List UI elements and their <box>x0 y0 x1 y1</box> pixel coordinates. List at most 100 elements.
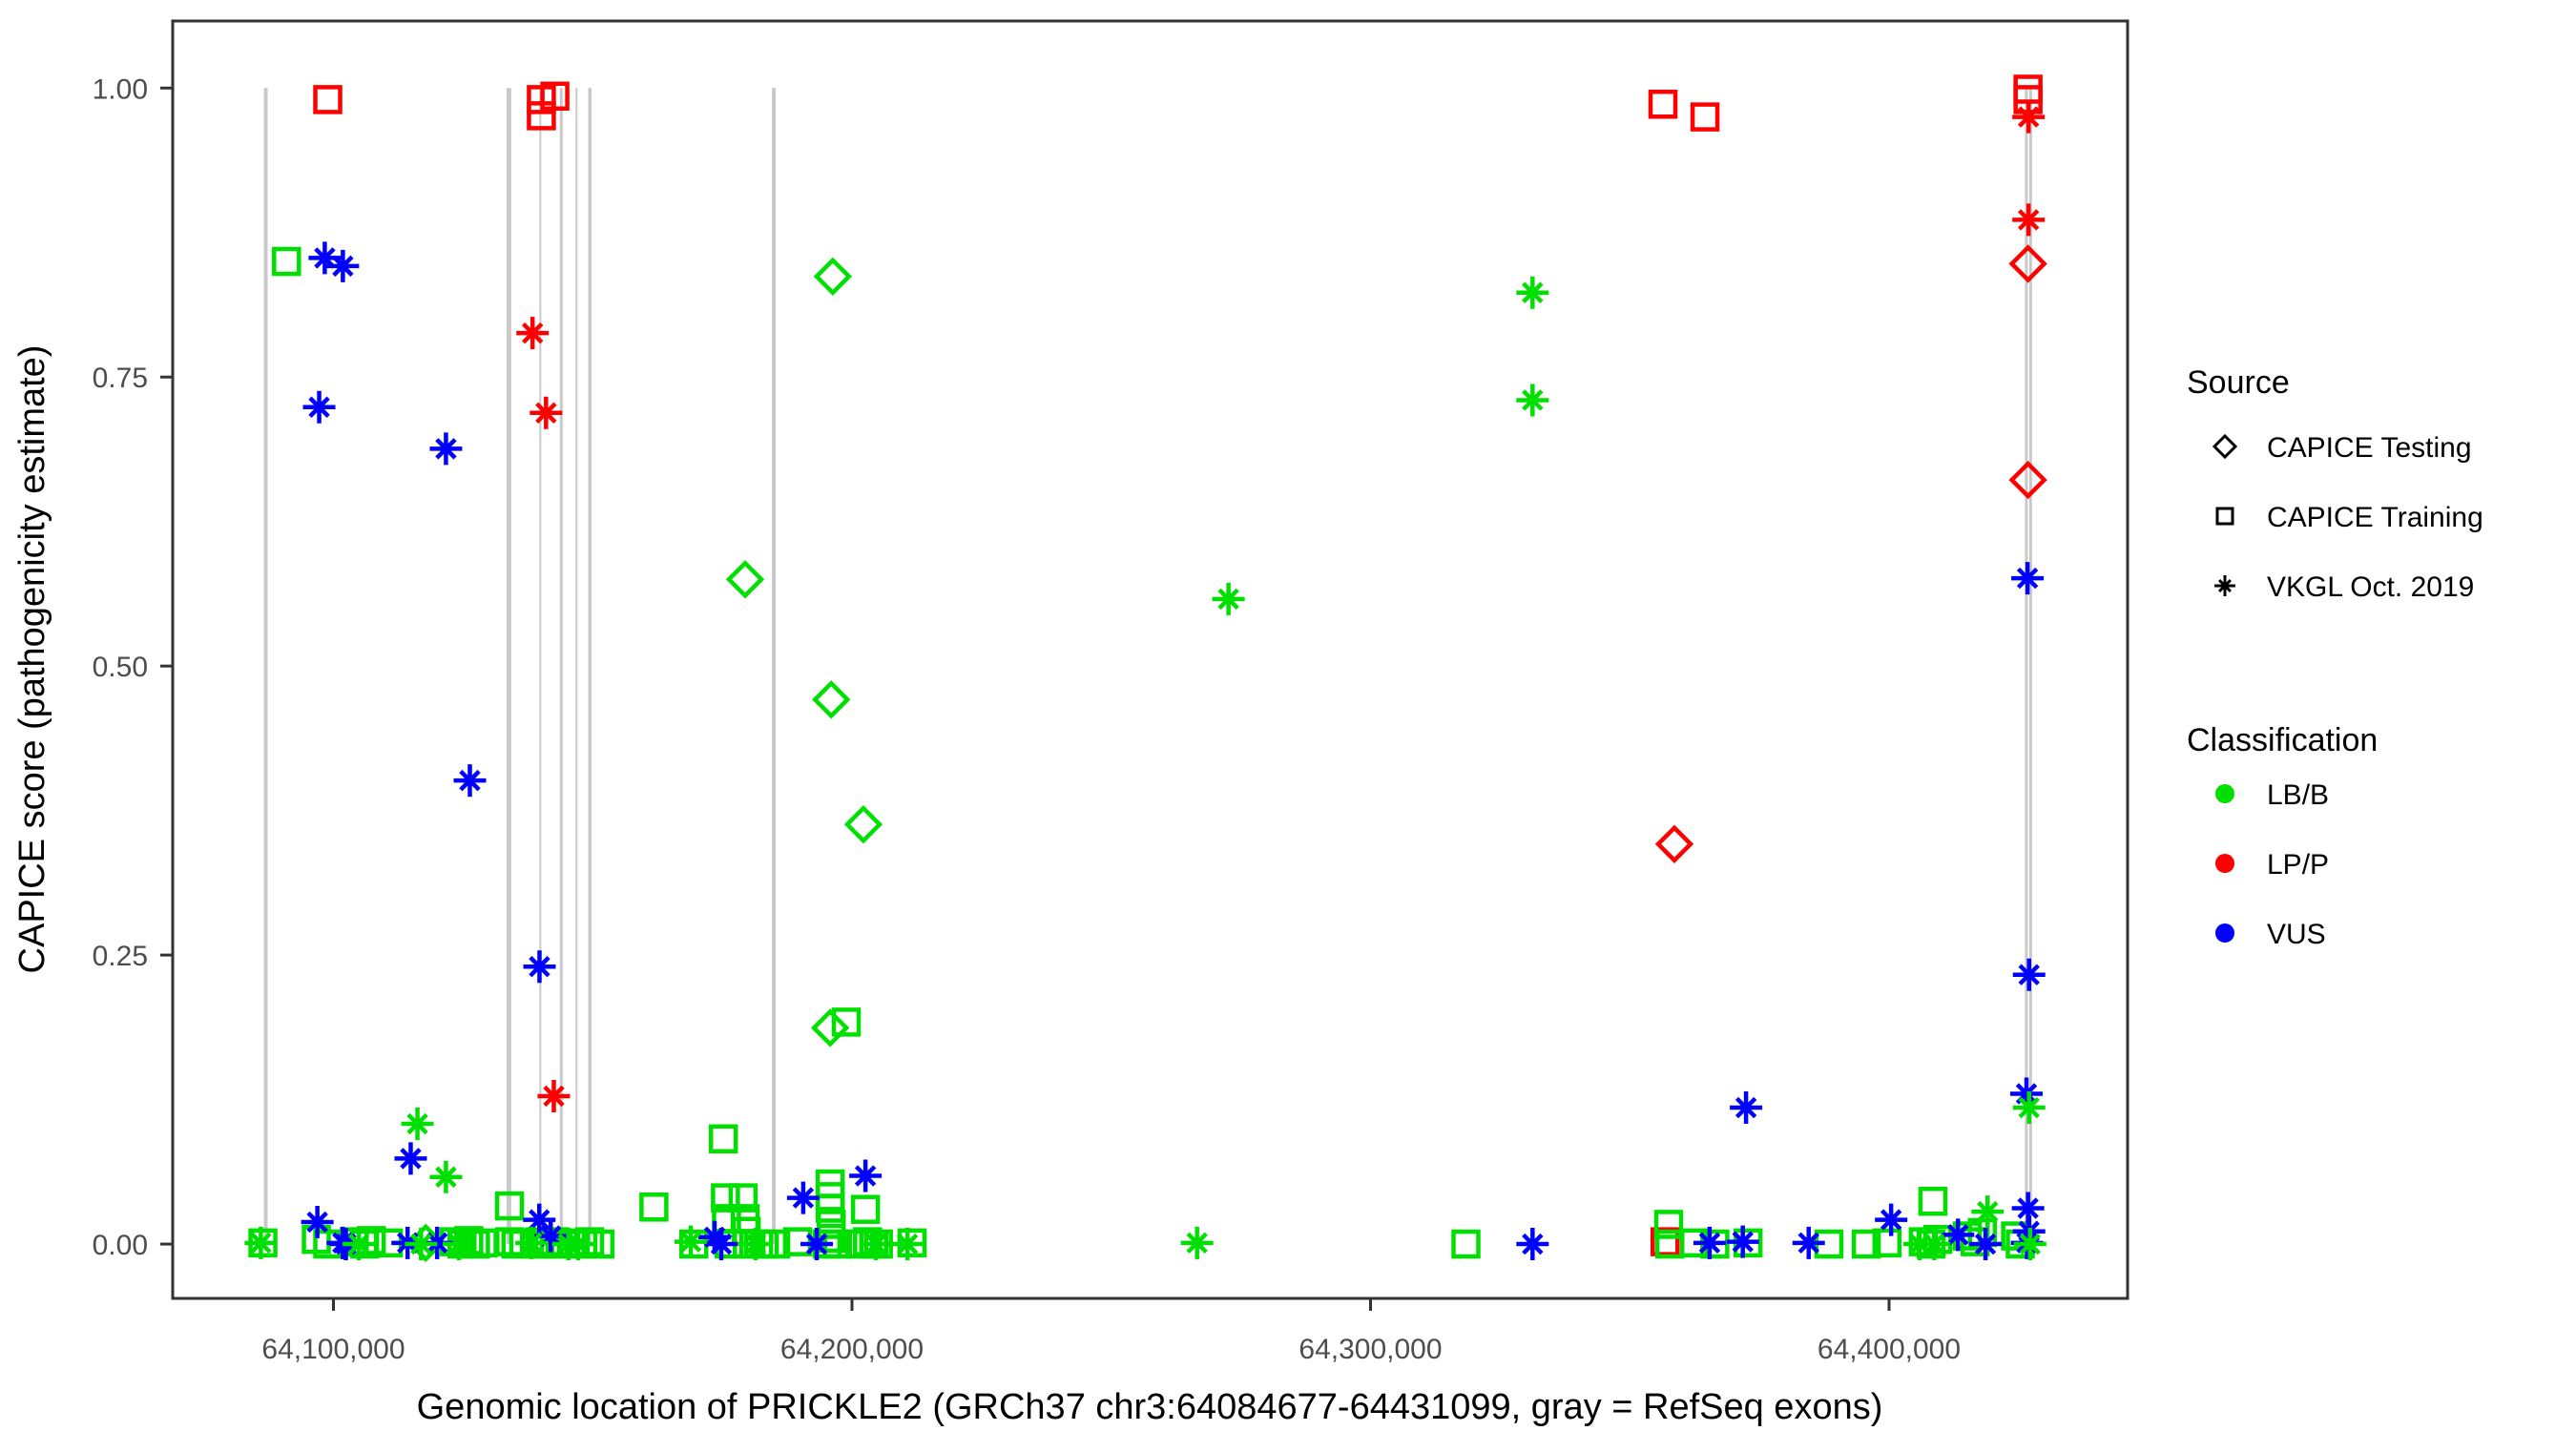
data-point-diamond <box>2008 244 2047 283</box>
x-axis-title: Genomic location of PRICKLE2 (GRCh37 chr… <box>417 1387 1883 1427</box>
y-tick-label: 1.00 <box>93 73 148 105</box>
data-point-asterisk <box>244 1226 278 1259</box>
data-point-square <box>815 1193 845 1223</box>
data-point-asterisk <box>1942 1218 1975 1252</box>
data-point-asterisk <box>2013 1228 2046 1261</box>
x-tick-label: 64,100,000 <box>261 1334 405 1365</box>
data-point-asterisk <box>1516 384 1549 417</box>
data-point-asterisk <box>674 1225 707 1258</box>
data-point-square <box>850 1194 881 1224</box>
data-point-diamond <box>2008 460 2047 500</box>
data-point-asterisk <box>405 1228 438 1261</box>
data-point-asterisk <box>1969 1228 2003 1261</box>
data-point-asterisk <box>786 1181 820 1214</box>
data-point-asterisk <box>516 317 550 350</box>
legend-classification-title: Classification <box>2187 722 2378 758</box>
data-point-asterisk <box>343 1228 376 1261</box>
data-point-diamond <box>812 680 851 719</box>
plot-panel-border <box>171 19 2129 1300</box>
data-point-square <box>711 1183 740 1213</box>
data-point-asterisk <box>1918 1228 1951 1261</box>
data-point-square <box>1650 1227 1680 1256</box>
data-point-asterisk <box>738 1228 772 1261</box>
y-tick-label: 0.25 <box>93 941 148 972</box>
data-point-square <box>708 1124 738 1154</box>
data-point-asterisk <box>891 1228 924 1261</box>
data-point-asterisk <box>401 1108 434 1141</box>
data-point-square <box>494 1191 525 1221</box>
legend-item-dot <box>2215 784 2234 803</box>
data-point-asterisk <box>534 1219 568 1253</box>
data-point-asterisk <box>1730 1091 1763 1125</box>
data-point-diamond <box>810 1008 850 1047</box>
data-point-square <box>1872 1228 1902 1258</box>
x-tick-label: 64,300,000 <box>1298 1334 1442 1365</box>
data-point-asterisk <box>1693 1226 1726 1259</box>
data-point-asterisk <box>308 241 342 275</box>
data-point-square <box>272 246 301 277</box>
data-point-diamond <box>813 257 853 296</box>
data-point-diamond <box>725 560 765 599</box>
data-point-asterisk <box>2011 562 2045 595</box>
data-point-asterisk <box>562 1228 595 1261</box>
legend: Source CAPICE Testing CAPICE Training VKGL… <box>2187 364 2483 950</box>
data-point-diamond <box>843 804 883 844</box>
data-point-asterisk <box>1875 1203 1908 1236</box>
data-point-asterisk <box>2010 1077 2044 1110</box>
legend-item-dot <box>2215 854 2234 873</box>
data-point-square <box>1690 102 1720 132</box>
y-tick-label: 0.00 <box>93 1230 148 1261</box>
x-tick-label: 64,400,000 <box>1818 1334 1961 1365</box>
data-point-square <box>1851 1229 1881 1259</box>
data-point-diamond <box>1654 824 1694 863</box>
data-point-asterisk <box>2012 958 2046 991</box>
x-axis: 64,100,000 64,200,000 64,300,000 64,400,000 <box>261 1298 1961 1365</box>
data-point-asterisk <box>429 1160 463 1193</box>
data-point-asterisk <box>326 249 360 282</box>
legend-classification-items: LB/B LP/P VUS <box>2215 779 2329 950</box>
refseq-exon-lines <box>263 88 2032 1245</box>
data-point-asterisk <box>515 1226 549 1259</box>
data-point-asterisk <box>523 950 556 984</box>
data-point-asterisk <box>394 1142 427 1175</box>
legend-item-label: VUS <box>2267 919 2326 950</box>
data-point-asterisk <box>2214 575 2235 596</box>
data-point-square <box>728 1183 758 1213</box>
data-point-square <box>1451 1229 1481 1259</box>
data-point-square <box>782 1227 813 1256</box>
data-point-square <box>1653 1210 1684 1239</box>
data-point-asterisk <box>443 1228 476 1261</box>
legend-item-dot <box>2215 923 2234 943</box>
data-point-square <box>313 85 343 114</box>
y-axis-title: CAPICE score (pathogenicity estimate) <box>12 345 52 974</box>
data-point-asterisk <box>1212 582 1245 615</box>
data-point-asterisk <box>2011 1192 2045 1225</box>
data-point-asterisk <box>1516 276 1549 309</box>
data-point-asterisk <box>1792 1226 1825 1259</box>
y-axis: 0.00 0.25 0.50 0.75 1.00 <box>93 73 173 1261</box>
data-point-asterisk <box>537 1079 571 1112</box>
data-point-asterisk <box>800 1228 834 1261</box>
data-point-asterisk <box>859 1228 892 1261</box>
legend-source-items: CAPICE Testing CAPICE Training VKGL Oct. 2… <box>2212 432 2483 603</box>
data-point-diamond <box>2212 433 2238 460</box>
data-point-square <box>639 1192 669 1222</box>
data-point-asterisk <box>523 1203 556 1236</box>
data-point-square <box>831 1007 862 1037</box>
data-point-asterisk <box>302 390 336 424</box>
data-point-asterisk <box>705 1228 738 1261</box>
data-point-asterisk <box>301 1206 334 1239</box>
legend-item-label: CAPICE Training <box>2267 502 2483 533</box>
data-point-square <box>2215 507 2234 526</box>
data-point-asterisk <box>849 1159 883 1192</box>
data-point-asterisk <box>1180 1226 1214 1259</box>
data-point-asterisk <box>1971 1195 2005 1229</box>
y-tick-label: 0.75 <box>93 363 148 394</box>
data-point-asterisk <box>2012 1091 2046 1125</box>
data-point-asterisk <box>530 396 563 429</box>
legend-item-label: VKGL Oct. 2019 <box>2267 571 2474 603</box>
legend-item-label: LB/B <box>2267 779 2329 811</box>
data-point-asterisk <box>429 432 463 466</box>
data-point-asterisk <box>2012 203 2046 237</box>
